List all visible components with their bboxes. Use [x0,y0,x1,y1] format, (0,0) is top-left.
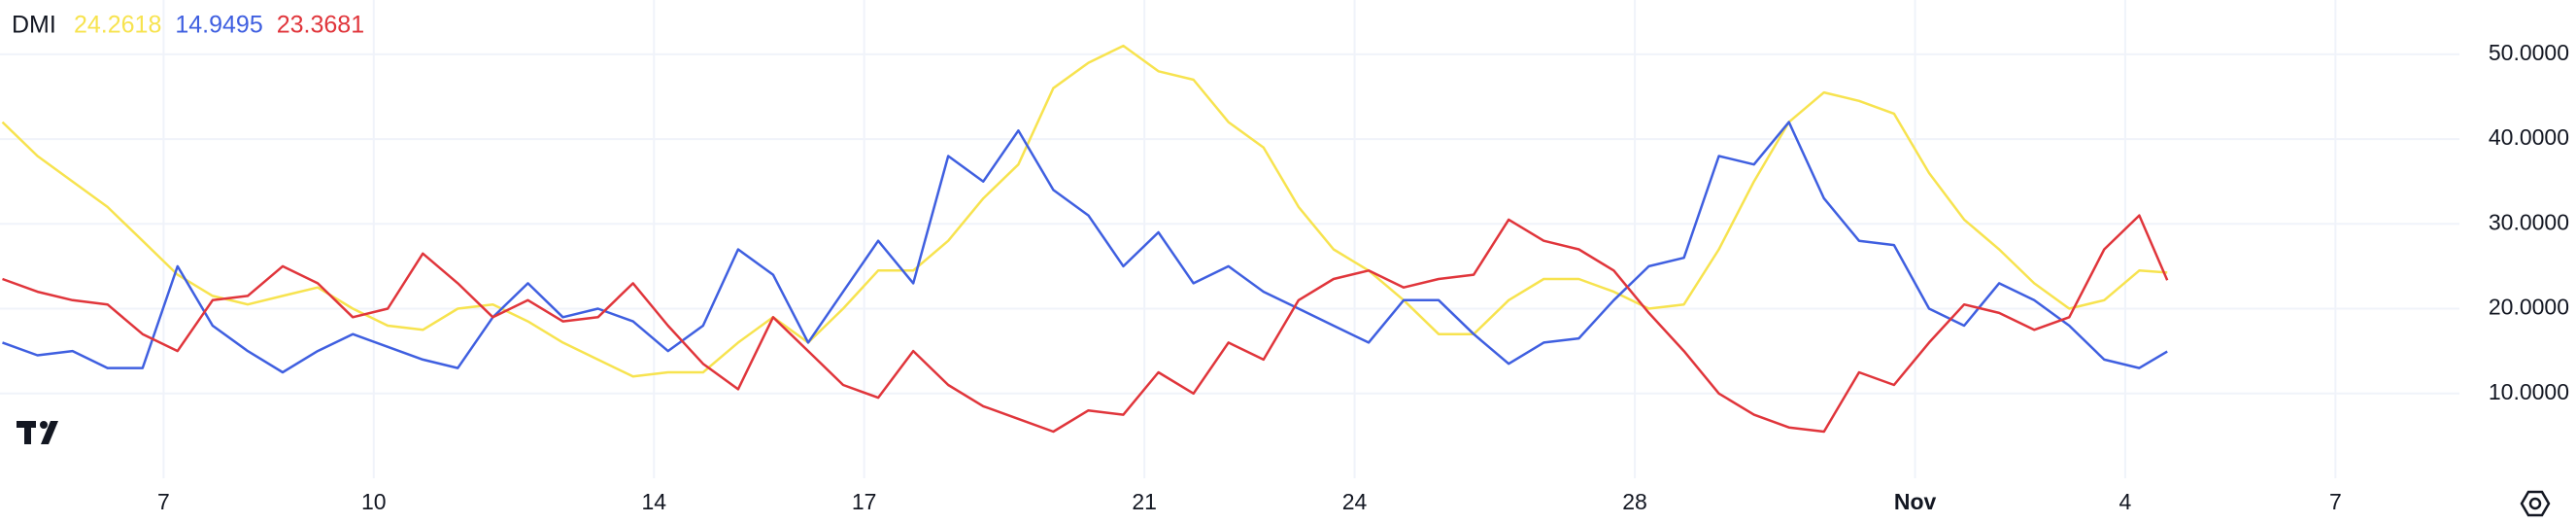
y-tick-label: 50.0000 [2489,40,2569,65]
y-tick-label: 20.0000 [2489,295,2569,320]
series-line [2,214,2169,434]
x-tick-label: Nov [1894,489,1937,514]
legend: 24.2618 14.9495 23.3681 [74,12,364,39]
y-tick-label: 10.0000 [2489,379,2569,404]
legend-value: 14.9495 [175,12,262,39]
chart-title: DMI [12,12,56,39]
x-tick-label: 14 [642,489,667,514]
legend-value: 24.2618 [74,12,161,39]
x-tick-label: 24 [1342,489,1368,514]
plot [1,44,2169,434]
grid [0,0,2459,478]
y-tick-label: 40.0000 [2489,124,2569,150]
logo [17,421,58,444]
x-tick-label: 4 [2119,489,2132,514]
x-tick-label: 10 [361,489,387,514]
y-tick-label: 30.0000 [2489,209,2569,234]
x-tick-label: 7 [2329,489,2342,514]
x-tick-label: 17 [852,489,877,514]
legend-value: 23.3681 [277,12,364,39]
series-line [2,121,2168,374]
settings-icon[interactable] [2520,490,2551,517]
x-tick-label: 7 [157,489,170,514]
x-tick-label: 28 [1622,489,1647,514]
x-tick-label: 21 [1132,489,1157,514]
